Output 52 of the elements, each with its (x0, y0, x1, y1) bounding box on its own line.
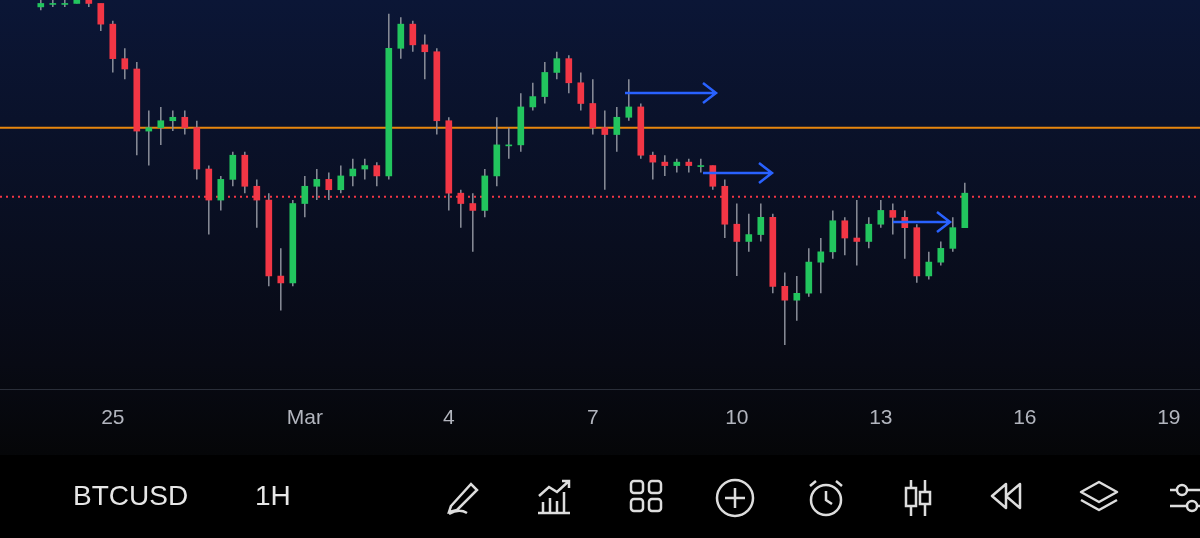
x-tick-label: 13 (869, 405, 893, 429)
candlestick (877, 199, 885, 229)
candlestick (553, 50, 561, 81)
candlestick (889, 202, 897, 236)
candlestick (757, 202, 765, 243)
x-tick-label: 10 (725, 405, 749, 429)
candlestick (925, 251, 933, 281)
candlestick (793, 275, 801, 322)
candlestick (337, 164, 345, 194)
candlestick (853, 199, 861, 267)
x-tick-label: 19 (1157, 405, 1181, 429)
candlestick (421, 33, 429, 81)
candlestick (601, 109, 609, 191)
candlestick (97, 2, 105, 32)
candlestick (361, 157, 369, 181)
candlestick (661, 154, 669, 177)
candlestick (625, 78, 633, 122)
candlestick (61, 0, 69, 8)
x-tick-label: 7 (586, 405, 599, 429)
candlestick (577, 71, 585, 112)
candlestick (181, 109, 189, 136)
candlestick (409, 19, 417, 53)
candlestick (49, 0, 57, 8)
candlestick (349, 157, 357, 188)
text: BTCUSD (73, 480, 189, 512)
candlestick (529, 82, 537, 112)
candlestick (277, 247, 285, 312)
candlestick (817, 237, 825, 294)
x-tick-label: 4 (442, 405, 455, 429)
candlestick (373, 161, 381, 188)
x-tick-label: 25 (101, 405, 125, 429)
candlestick (937, 240, 945, 267)
candlestick (157, 106, 165, 146)
text: 1H (255, 480, 291, 512)
candlestick (865, 216, 873, 250)
candlestick (697, 157, 705, 174)
candlestick (301, 175, 309, 219)
candlestick (841, 216, 849, 257)
candlestick (145, 109, 153, 167)
x-tick-label: Mar (286, 405, 323, 429)
candlestick (217, 175, 225, 212)
candlestick (949, 216, 957, 253)
candlestick (313, 168, 321, 201)
candlestick (781, 271, 789, 346)
candlestick (649, 151, 657, 181)
candlestick (733, 202, 741, 277)
candlestick (709, 164, 717, 191)
candlestick (121, 47, 129, 81)
x-tick-label: 16 (1013, 405, 1037, 429)
candlestick (613, 106, 621, 153)
candlestick (745, 213, 753, 253)
candlestick (169, 109, 177, 132)
